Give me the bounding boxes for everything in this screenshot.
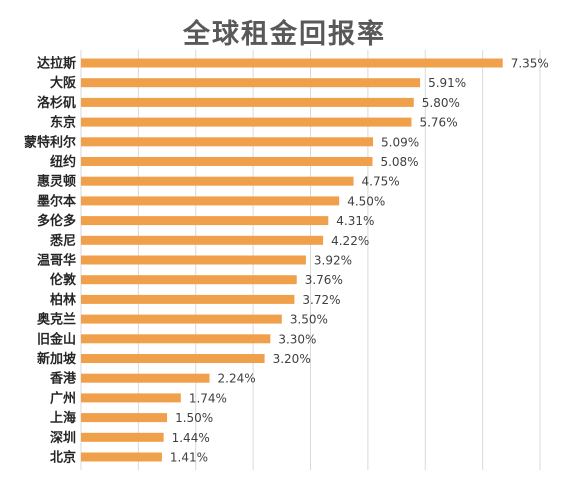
value-label: 4.22% <box>331 234 369 248</box>
value-label: 1.41% <box>170 451 208 465</box>
value-label: 5.09% <box>381 135 419 149</box>
bar <box>81 216 329 226</box>
category-label: 北京 <box>50 450 76 466</box>
value-label: 1.44% <box>172 431 210 445</box>
bar <box>81 176 354 186</box>
category-label: 悉尼 <box>49 233 76 249</box>
category-label: 奥克兰 <box>37 312 76 328</box>
bar <box>81 354 265 363</box>
category-label: 旧金山 <box>37 331 76 347</box>
bar <box>81 196 340 206</box>
category-label: 温哥华 <box>37 253 76 269</box>
bar <box>81 117 412 127</box>
bar <box>81 137 374 147</box>
chart-title: 全球租金回报率 <box>183 19 386 50</box>
value-label: 5.80% <box>422 96 460 110</box>
value-label: 4.50% <box>347 194 385 208</box>
value-label: 3.76% <box>305 273 343 287</box>
value-label: 4.31% <box>336 214 374 228</box>
value-label: 7.35% <box>511 57 549 71</box>
value-label: 2.24% <box>218 372 256 386</box>
bar <box>81 314 282 324</box>
bar <box>81 413 168 423</box>
category-label: 广州 <box>50 390 76 406</box>
category-label: 香港 <box>49 371 77 387</box>
bar <box>81 334 271 344</box>
bar <box>81 373 210 383</box>
value-label: 4.75% <box>362 175 400 189</box>
value-labels: 7.35% 5.91% 5.80% 5.76%5.09% 5.08% 4.75% 4.50%… <box>170 57 549 465</box>
value-label: 3.30% <box>278 332 316 346</box>
value-label: 1.50% <box>175 411 213 425</box>
value-label: 1.74% <box>189 391 227 405</box>
category-label: 新加坡 <box>37 351 77 367</box>
category-label: 纽约 <box>50 154 76 170</box>
bar <box>81 58 503 68</box>
bar <box>81 294 295 304</box>
category-label: 墨尔本 <box>37 193 76 209</box>
bar <box>81 78 421 88</box>
bars <box>81 58 503 462</box>
category-label: 柏林 <box>50 292 76 308</box>
category-label: 蒙特利尔 <box>24 134 76 150</box>
category-label: 东京 <box>50 115 76 131</box>
bar <box>81 393 181 403</box>
category-label: 上海 <box>50 410 76 426</box>
value-label: 3.92% <box>314 254 352 268</box>
value-label: 5.08% <box>380 155 418 169</box>
bar <box>81 275 297 285</box>
value-label: 3.50% <box>290 313 328 327</box>
category-label: 达拉斯 <box>37 56 76 72</box>
value-label: 3.20% <box>273 352 311 366</box>
category-label: 伦敦 <box>50 272 77 288</box>
bar <box>81 255 306 265</box>
bar <box>81 235 324 245</box>
category-label: 多伦多 <box>37 213 76 229</box>
category-label: 大阪 <box>50 75 77 91</box>
bar <box>81 157 373 166</box>
category-label: 洛杉矶 <box>37 95 76 111</box>
bar <box>81 97 414 107</box>
bar <box>81 452 162 462</box>
bar <box>81 432 164 442</box>
value-label: 5.91% <box>428 76 466 90</box>
category-labels: 达拉斯大阪洛杉矶东京蒙特利尔纽约惠灵顿墨尔本多伦多悉尼温哥华伦敦柏林奥克兰旧金山… <box>24 56 77 466</box>
category-label: 深圳 <box>50 430 76 446</box>
value-label: 5.76% <box>419 116 457 130</box>
value-label: 3.72% <box>302 293 340 307</box>
category-label: 惠灵顿 <box>37 174 76 190</box>
